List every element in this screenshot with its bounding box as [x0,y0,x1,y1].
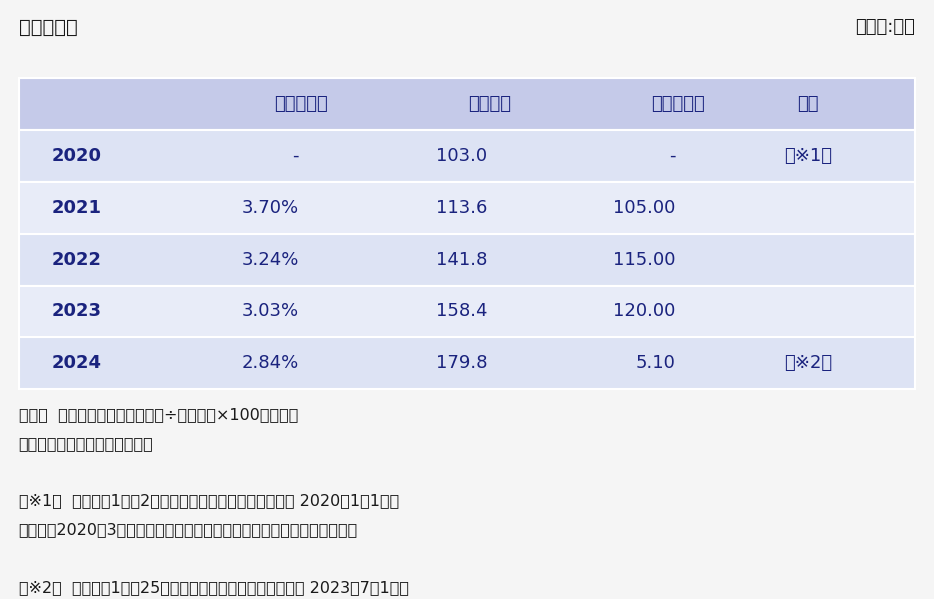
Text: 3.24%: 3.24% [242,250,299,268]
Text: 2020年3月期については、会社は年間配当金を公表していない。: 2020年3月期については、会社は年間配当金を公表していない。 [19,522,358,537]
Text: （※2）: （※2） [784,355,832,373]
FancyBboxPatch shape [19,181,915,234]
Text: 179.8: 179.8 [436,355,488,373]
Text: 105.00: 105.00 [614,199,675,217]
Text: 113.6: 113.6 [436,199,488,217]
Text: （※2）  普通株式1株に25株の割合で株式分割（効力発生日 2023年7月1日）: （※2） 普通株式1株に25株の割合で株式分割（効力発生日 2023年7月1日） [19,580,409,595]
Text: 期末終値: 期末終値 [468,95,511,113]
Text: 備考: 備考 [797,95,818,113]
Text: 2022: 2022 [52,250,102,268]
Text: 120.00: 120.00 [614,302,675,320]
Text: 配当利回り: 配当利回り [19,18,78,37]
Text: 2023: 2023 [52,302,102,320]
Text: 2.84%: 2.84% [242,355,299,373]
Text: （＊）  配当利回り＝年間配当金÷期末終値×100％で計算: （＊） 配当利回り＝年間配当金÷期末終値×100％で計算 [19,407,298,422]
Text: （※1）: （※1） [784,147,831,165]
Text: 2024: 2024 [52,355,102,373]
FancyBboxPatch shape [19,78,915,130]
Text: 141.8: 141.8 [436,250,488,268]
FancyBboxPatch shape [19,286,915,337]
Text: 115.00: 115.00 [613,250,675,268]
Text: （※1）  普通株式1株に2株の割合で株式分割（効力発生日 2020年1月1日）: （※1） 普通株式1株に2株の割合で株式分割（効力発生日 2020年1月1日） [19,494,399,509]
Text: 2021: 2021 [52,199,102,217]
Text: -: - [292,147,299,165]
Text: 103.0: 103.0 [436,147,488,165]
FancyBboxPatch shape [19,337,915,389]
Text: 2020: 2020 [52,147,102,165]
Text: 株式分割の影響を考慮: 株式分割の影響を考慮 [19,436,153,451]
Text: -: - [669,147,675,165]
Text: （単位:円）: （単位:円） [856,18,915,36]
Text: 5.10: 5.10 [636,355,675,373]
FancyBboxPatch shape [19,130,915,181]
Text: 配当利回り: 配当利回り [274,95,328,113]
Text: 3.03%: 3.03% [242,302,299,320]
FancyBboxPatch shape [19,234,915,286]
Text: 年間配当金: 年間配当金 [651,95,704,113]
Text: 158.4: 158.4 [436,302,488,320]
Text: 3.70%: 3.70% [242,199,299,217]
